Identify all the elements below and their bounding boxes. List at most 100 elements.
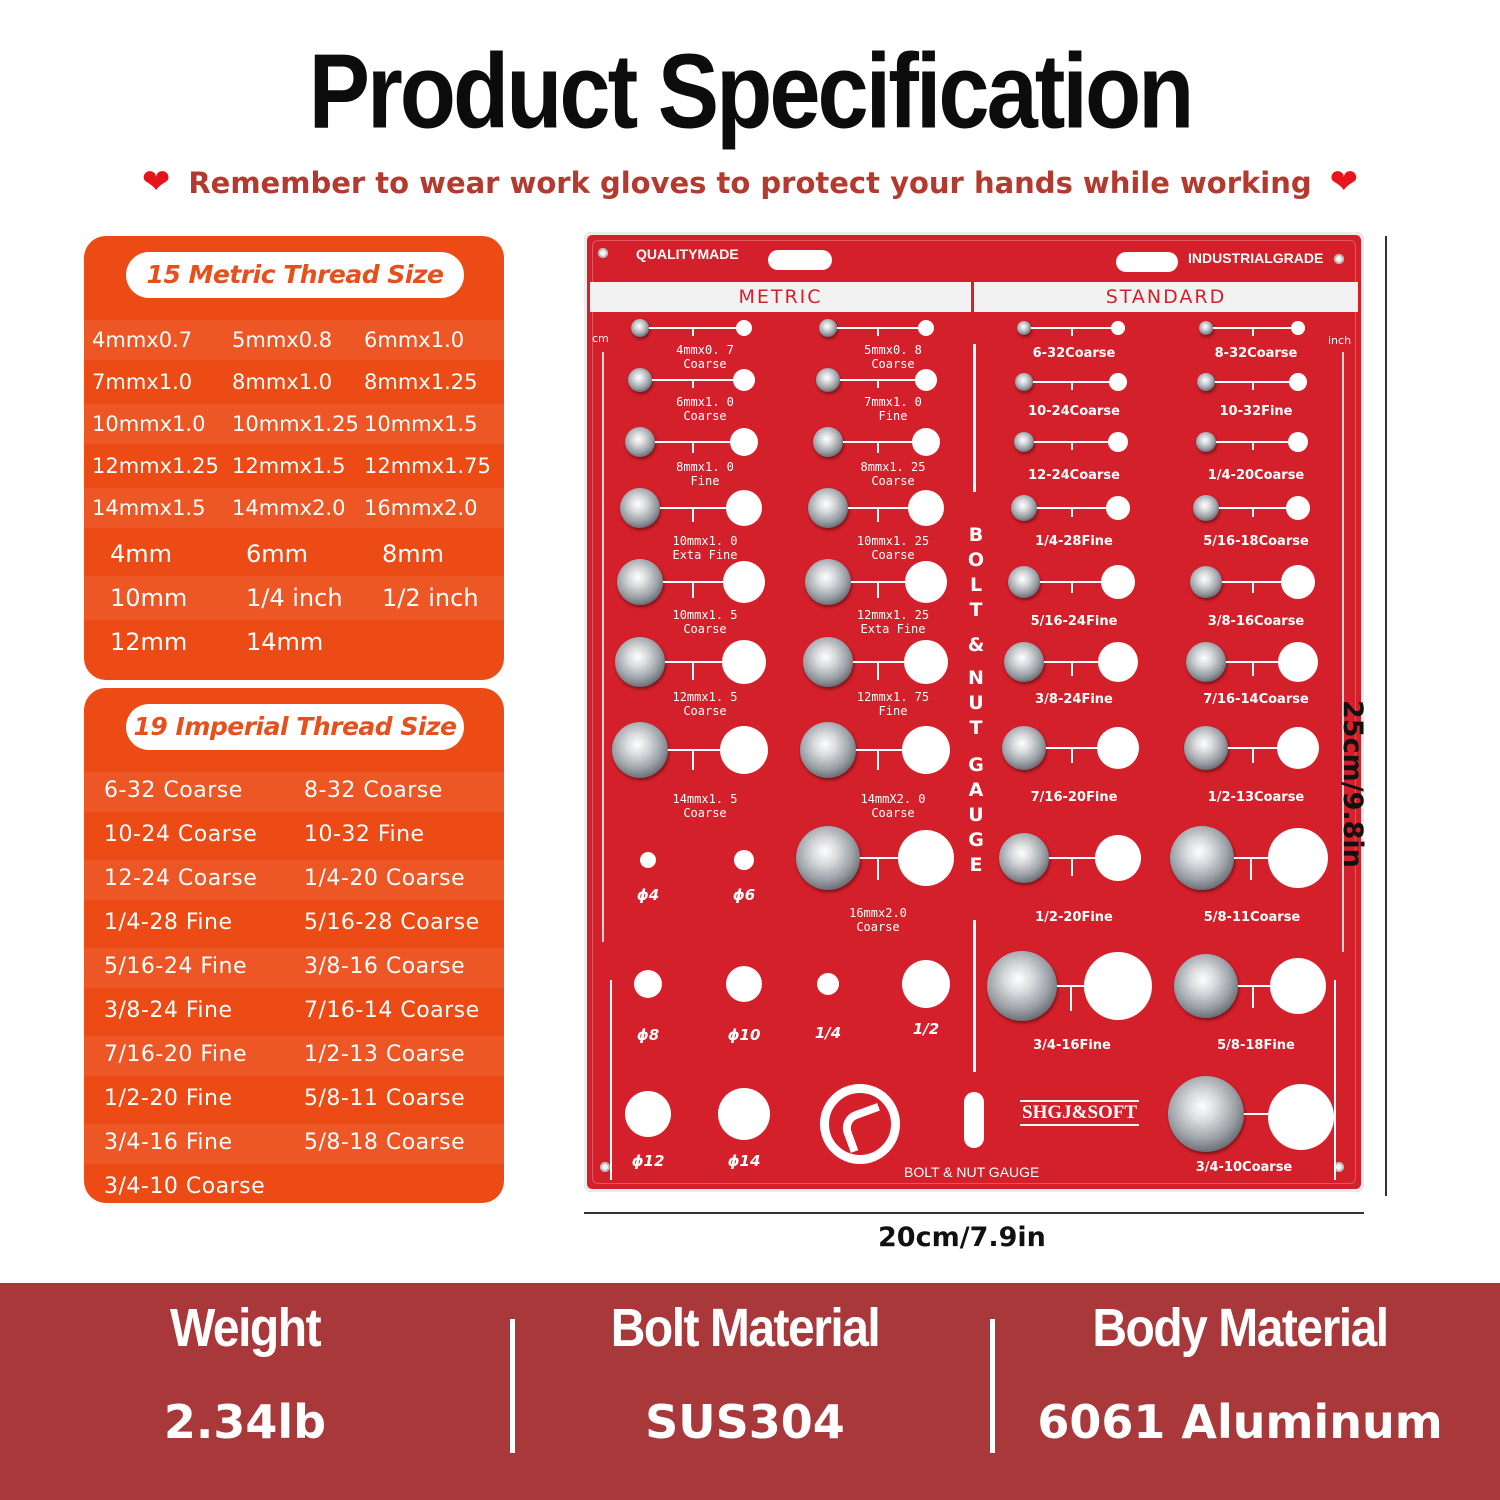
height-dimension: 25cm/9.8in [1337, 700, 1368, 868]
gauge-label: 1/2-20Fine [1035, 910, 1113, 925]
hole-size-item: 1/2 inch [382, 584, 479, 612]
tick-mark [1071, 582, 1073, 594]
gauge-label: 1/4-28Fine [1035, 534, 1113, 549]
hole-size-item: 10mm [110, 584, 188, 612]
industrial-label: INDUSTRIALGRADE [1188, 250, 1324, 266]
tick-mark [877, 662, 879, 680]
hole-size-item: 1/4 inch [246, 584, 343, 612]
gauge-label-pitch: Coarse [856, 920, 900, 934]
bolt-stud [805, 559, 851, 605]
tick-mark [877, 328, 879, 336]
bolt-stud [1196, 432, 1216, 452]
thread-size-item: 3/4-10 Coarse [104, 1174, 266, 1199]
gauge-hole [898, 830, 954, 886]
screw-icon [1334, 254, 1344, 264]
gauge-label: 7/16-20Fine [1030, 790, 1118, 805]
bolt-stud [1002, 726, 1046, 770]
gauge-label: 3/4-10Coarse [1195, 1160, 1293, 1175]
thread-size-item: 8mmx1.25 [364, 370, 478, 394]
thread-size-item: 7/16-14 Coarse [304, 998, 480, 1023]
height-dimension-line [1385, 236, 1387, 1196]
tick-mark [692, 582, 694, 599]
bolt-stud [628, 368, 652, 392]
gauge-hole [1108, 432, 1128, 452]
bolt-stud [1015, 373, 1033, 391]
gauge-hole [640, 852, 656, 868]
thread-size-item: 6-32 Coarse [104, 778, 243, 803]
bolt-stud [999, 833, 1049, 883]
gauge-label-size: 6mmx1. 0 [676, 395, 734, 409]
bolt-stud [1168, 1076, 1244, 1152]
thread-size-item: 12mmx1.5 [232, 454, 346, 478]
gauge-hole [1095, 835, 1141, 881]
gauge-label-size: 16mmx2.0 [849, 906, 907, 920]
tick-mark [692, 750, 694, 770]
gauge-hole [1106, 496, 1130, 520]
tick-mark [877, 508, 879, 522]
gauge-label: 10-24Coarse [1028, 404, 1120, 419]
gauge-label-pitch: Fine [878, 704, 908, 718]
tick-mark [692, 508, 694, 522]
gauge-hole [1286, 496, 1310, 520]
gauge-label: 5/16-18Coarse [1203, 534, 1309, 549]
bolt-stud [800, 722, 856, 778]
hole-label: ϕ6 [732, 886, 756, 904]
quality-label: QUALITYMADE [636, 246, 739, 262]
gauge-hole [1111, 321, 1125, 335]
gauge-hole [1268, 1084, 1334, 1150]
gauge-label: 12mmx1. 75 Fine [838, 690, 948, 718]
gauge-label-pitch: Exta Fine [672, 548, 738, 562]
gauge-label: 8mmx1. 0 Fine [650, 460, 760, 488]
thread-size-item: 14mmx1.5 [92, 496, 206, 520]
thread-size-item: 5mmx0.8 [232, 328, 333, 352]
gauge-label: 12mmx1. 25 Exta Fine [838, 608, 948, 636]
tick-mark [1071, 328, 1073, 336]
bolt-stud [1017, 321, 1031, 335]
hole-label: ϕ8 [636, 1026, 660, 1044]
tick-mark [692, 662, 694, 680]
gauge-hole [1291, 321, 1305, 335]
gauge-label-size: 12mmx1. 5 [672, 690, 738, 704]
gauge-hole [918, 320, 934, 336]
gauge-label-pitch: Coarse [683, 806, 727, 820]
bolt-stud [1011, 495, 1037, 521]
hole-label: 1/4 [814, 1024, 842, 1042]
bolt-stud [1170, 826, 1234, 890]
gauge-label: 14mmX2. 0 Coarse [838, 792, 948, 820]
bolt-stud [612, 722, 668, 778]
connector-line [1222, 581, 1281, 583]
thread-size-item: 1/4-20 Coarse [304, 866, 466, 891]
gauge-label: 6-32Coarse [1032, 346, 1116, 361]
tick-mark [692, 328, 694, 336]
gauge-label-pitch: Coarse [683, 409, 727, 423]
inch-ruler [1342, 352, 1356, 952]
gauge-label-pitch: Coarse [683, 704, 727, 718]
gauge-label-pitch: Coarse [871, 548, 915, 562]
tick-mark [1252, 748, 1254, 764]
metric-header: METRIC [738, 286, 823, 308]
gauge-label-pitch: Coarse [871, 474, 915, 488]
tick-mark [1252, 582, 1254, 594]
gauge-label: 14mmx1. 5 Coarse [650, 792, 760, 820]
gauge-label-size: 4mmx0. 7 [676, 343, 734, 357]
connector-line [1040, 581, 1101, 583]
spec-label: Body Material [1092, 1298, 1389, 1359]
thread-size-item: 3/4-16 Fine [104, 1130, 233, 1155]
thread-size-item: 3/8-24 Fine [104, 998, 233, 1023]
gauge-hole [817, 973, 839, 995]
bolt-stud [1014, 432, 1034, 452]
thread-size-item: 10mmx1.25 [232, 412, 359, 436]
gauge-label: 5mmx0. 8 Coarse [838, 343, 948, 371]
gauge-hole [718, 1088, 770, 1140]
gauge-label: 5/16-24Fine [1030, 614, 1118, 629]
bolt-stud [617, 559, 663, 605]
gauge-label-size: 10mmx1. 0 [672, 534, 738, 548]
metric-thread-panel: 15 Metric Thread Size 4mmx0.7 5mmx0.8 6mmx… [84, 236, 504, 680]
connector-line [668, 749, 720, 751]
spec-value: 2.34lb [163, 1395, 327, 1449]
gauge-label: 12-24Coarse [1028, 468, 1120, 483]
bolt-stud [808, 488, 848, 528]
vertical-letter: A [968, 779, 984, 801]
gauge-hole [1277, 727, 1319, 769]
bolt-stud [1190, 566, 1222, 598]
